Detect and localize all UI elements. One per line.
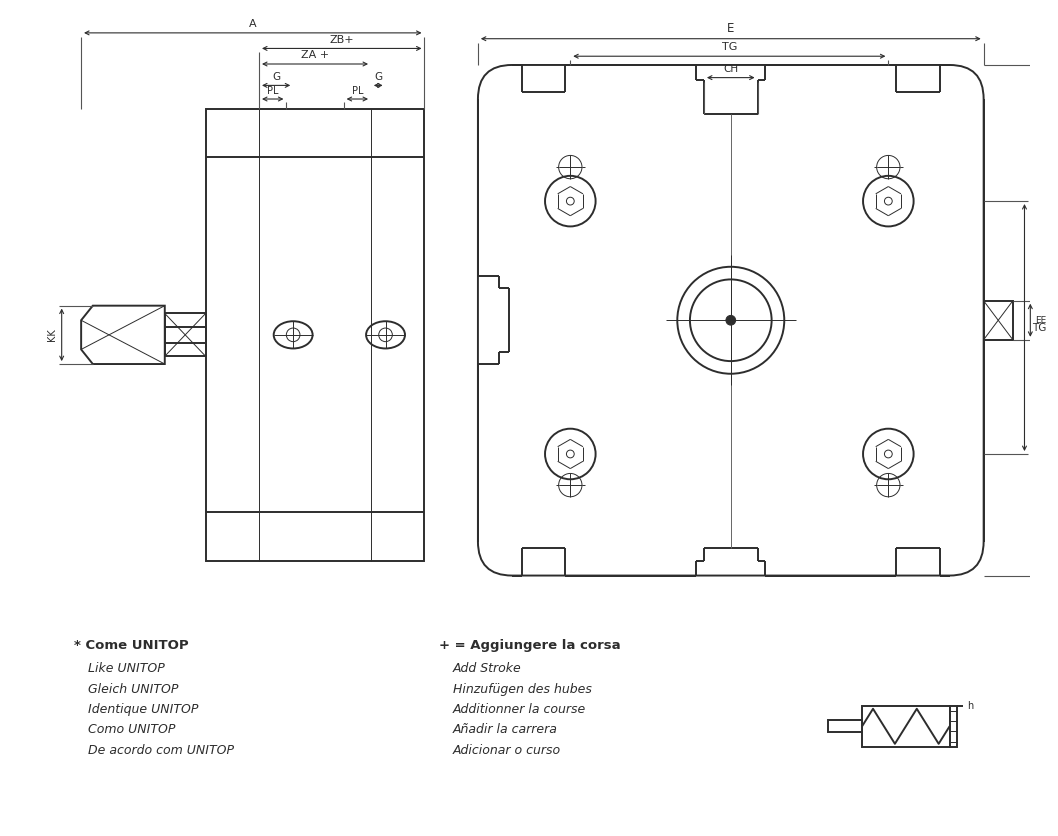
Text: Add Stroke: Add Stroke	[453, 662, 522, 675]
Text: E: E	[727, 23, 734, 35]
Text: G: G	[375, 72, 382, 82]
Ellipse shape	[274, 321, 312, 349]
Text: Hinzufügen des hubes: Hinzufügen des hubes	[453, 682, 591, 696]
Text: Like UNITOP: Like UNITOP	[88, 662, 165, 675]
Bar	[165, 314, 205, 356]
Text: ZA +: ZA +	[300, 50, 329, 60]
Text: Añadir la carrera: Añadir la carrera	[453, 723, 558, 737]
Text: Como UNITOP: Como UNITOP	[88, 723, 176, 737]
Text: * Come UNITOP: * Come UNITOP	[74, 639, 189, 652]
Text: PL: PL	[267, 86, 278, 96]
Text: CH: CH	[724, 64, 738, 74]
Bar	[205, 109, 424, 561]
Text: + = Aggiungere la corsa: + = Aggiungere la corsa	[439, 639, 621, 652]
Text: De acordo com UNITOP: De acordo com UNITOP	[88, 744, 234, 757]
Text: Additionner la course: Additionner la course	[453, 703, 586, 716]
Text: ZB+: ZB+	[329, 34, 354, 44]
Text: h: h	[967, 701, 973, 711]
Text: Adicionar o curso: Adicionar o curso	[453, 744, 561, 757]
Bar	[828, 721, 862, 732]
Text: A: A	[249, 19, 257, 29]
Circle shape	[726, 315, 735, 325]
Text: EE: EE	[1035, 316, 1046, 324]
Text: KK: KK	[47, 329, 57, 341]
Bar	[950, 706, 957, 747]
Text: G: G	[272, 72, 280, 82]
Ellipse shape	[366, 321, 405, 349]
Text: Identique UNITOP: Identique UNITOP	[88, 703, 198, 716]
Bar	[984, 301, 1013, 339]
Text: Gleich UNITOP: Gleich UNITOP	[88, 682, 179, 696]
Text: TG: TG	[722, 43, 737, 53]
Text: PL: PL	[351, 86, 363, 96]
Bar	[862, 706, 950, 747]
FancyBboxPatch shape	[478, 65, 984, 575]
Text: TG: TG	[1033, 323, 1046, 333]
